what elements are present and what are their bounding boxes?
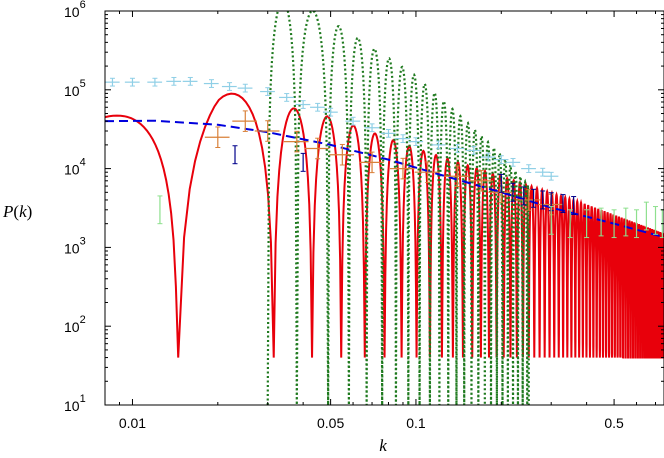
- x-tick-label: 0.01: [119, 415, 146, 431]
- x-axis-label: k: [379, 436, 387, 455]
- y-tick-base: 10: [64, 83, 80, 99]
- y-tick-base: 10: [64, 162, 80, 178]
- y-axis-label: P(k): [2, 202, 32, 221]
- plot-frame: [104, 10, 664, 406]
- y-tick-exponent: 5: [80, 78, 86, 90]
- y-tick-exponent: 6: [80, 0, 86, 11]
- y-tick-exponent: 3: [80, 235, 86, 247]
- y-tick-base: 10: [64, 240, 80, 256]
- y-tick-label: 101: [64, 393, 86, 414]
- series-dotted-line: [266, 11, 530, 405]
- x-tick-label: 0.5: [604, 415, 624, 431]
- y-tick-base: 10: [64, 398, 80, 414]
- x-tick-label: 0.05: [317, 415, 344, 431]
- error-bar-layer: [105, 76, 664, 239]
- y-tick-label: 105: [64, 78, 86, 99]
- y-tick-exponent: 2: [80, 314, 86, 326]
- x-tick-label: 0.1: [406, 415, 426, 431]
- series-layer: [105, 11, 664, 405]
- y-tick-label: 102: [64, 314, 86, 335]
- y-tick-label: 104: [64, 157, 86, 178]
- y-tick-label: 106: [64, 0, 86, 20]
- y-tick-exponent: 4: [80, 157, 86, 169]
- y-tick-base: 10: [64, 4, 80, 20]
- y-tick-exponent: 1: [80, 393, 86, 405]
- y-tick-label: 103: [64, 235, 86, 256]
- y-tick-base: 10: [64, 319, 80, 335]
- series-dashed-line: [105, 119, 664, 239]
- series-solid-line: [105, 92, 664, 359]
